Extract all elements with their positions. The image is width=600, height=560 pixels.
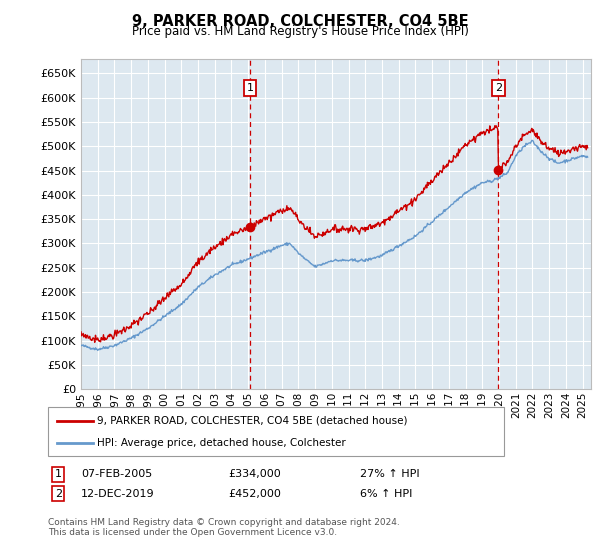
Text: £334,000: £334,000 (228, 469, 281, 479)
Text: 27% ↑ HPI: 27% ↑ HPI (360, 469, 419, 479)
Text: 2: 2 (55, 489, 62, 499)
Text: 9, PARKER ROAD, COLCHESTER, CO4 5BE: 9, PARKER ROAD, COLCHESTER, CO4 5BE (131, 14, 469, 29)
Text: 07-FEB-2005: 07-FEB-2005 (81, 469, 152, 479)
Text: 6% ↑ HPI: 6% ↑ HPI (360, 489, 412, 499)
Text: Price paid vs. HM Land Registry's House Price Index (HPI): Price paid vs. HM Land Registry's House … (131, 25, 469, 38)
Text: 1: 1 (55, 469, 62, 479)
Text: 2: 2 (494, 83, 502, 93)
Text: 12-DEC-2019: 12-DEC-2019 (81, 489, 155, 499)
Text: HPI: Average price, detached house, Colchester: HPI: Average price, detached house, Colc… (97, 437, 346, 447)
Text: 1: 1 (247, 83, 253, 93)
Text: 9, PARKER ROAD, COLCHESTER, CO4 5BE (detached house): 9, PARKER ROAD, COLCHESTER, CO4 5BE (det… (97, 416, 408, 426)
Text: Contains HM Land Registry data © Crown copyright and database right 2024.
This d: Contains HM Land Registry data © Crown c… (48, 518, 400, 538)
Text: £452,000: £452,000 (228, 489, 281, 499)
